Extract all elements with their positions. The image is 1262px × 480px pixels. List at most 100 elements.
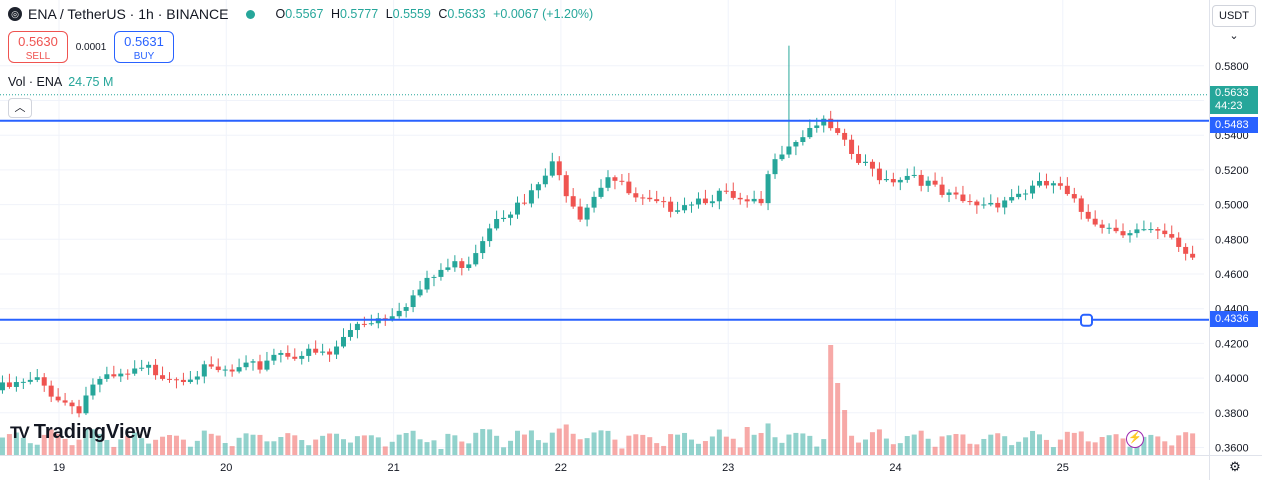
volume-bar (925, 438, 931, 455)
volume-bar (487, 429, 493, 455)
price-tick-label: 0.3800 (1215, 408, 1249, 420)
flash-icon[interactable]: ⚡ (1126, 430, 1144, 448)
volume-bar (508, 440, 514, 455)
candle-body (814, 125, 820, 128)
candle-body (702, 198, 708, 204)
settings-icon[interactable]: ⚙ (1229, 459, 1241, 474)
volume-bar (786, 434, 792, 455)
volume-bar (1043, 439, 1049, 455)
candle-body (347, 330, 353, 337)
candle-body (744, 199, 750, 202)
volume-label: Vol · ENA (8, 75, 63, 89)
horizontal-lines (0, 94, 1210, 327)
volume-bar (347, 442, 353, 455)
collapse-indicators-button[interactable]: ︿ (8, 98, 32, 118)
volume-bar (835, 383, 841, 455)
volume-bar (591, 432, 597, 455)
candle-body (1113, 227, 1119, 232)
candle-body (459, 261, 465, 268)
volume-bar (828, 345, 834, 455)
candle-body (1106, 227, 1112, 229)
volume-bar (856, 442, 862, 455)
volume-bar (438, 449, 444, 455)
volume-bar (410, 430, 416, 455)
candle-body (786, 146, 792, 155)
candle-body (90, 384, 96, 396)
candle-body (473, 253, 479, 265)
buy-button[interactable]: 0.5631 BUY (114, 31, 174, 63)
candle-body (647, 197, 653, 200)
candle-body (633, 193, 639, 198)
volume-bar (577, 439, 583, 455)
candle-body (48, 385, 54, 397)
volume-bar (849, 435, 855, 455)
volume-bar (97, 433, 103, 455)
volume-bar (800, 433, 806, 455)
volume-bar (83, 428, 89, 455)
volume-bar (125, 435, 131, 455)
candle-body (320, 351, 326, 353)
candle-body (675, 210, 681, 212)
candle-body (201, 364, 207, 377)
candle-body (1127, 233, 1133, 236)
volume-bar (904, 436, 910, 455)
volume-bar (1064, 431, 1070, 455)
candle-body (480, 241, 486, 254)
volume-bar (1120, 438, 1126, 455)
volume-bar (995, 433, 1001, 455)
candle-body (709, 201, 715, 204)
volume-bar (201, 430, 207, 455)
price-tick-label: 0.5800 (1215, 61, 1249, 73)
volume-bar (1037, 434, 1042, 455)
volume-bar (1057, 439, 1063, 455)
volume-legend[interactable]: Vol · ENA 24.75 M (8, 75, 113, 89)
symbol-legend[interactable]: ◎ ENA / TetherUS · 1h · BINANCE O0.5567 … (8, 6, 597, 22)
volume-bar (90, 429, 96, 455)
candle-body (842, 132, 848, 140)
chart-grid (0, 0, 1204, 455)
currency-select[interactable]: USDT ⌄ (1212, 5, 1256, 42)
candle-body (104, 374, 110, 379)
volume-bar (723, 436, 729, 455)
volume-bar (974, 444, 980, 455)
volume-bar (62, 438, 68, 455)
candle-body (1176, 237, 1182, 247)
candle-body (69, 402, 75, 407)
volume-bar (250, 434, 256, 455)
volume-bar (1016, 441, 1022, 455)
candle-body (849, 139, 855, 154)
volume-bar (1169, 445, 1175, 455)
volume-bar (702, 441, 708, 455)
volume-bar (918, 430, 924, 455)
volume-bar (292, 435, 298, 455)
candle-body (27, 379, 33, 382)
volume-bar (48, 429, 54, 455)
volume-bar (187, 446, 193, 455)
candle-body (501, 217, 507, 220)
candle-body (417, 289, 423, 296)
candle-body (869, 161, 875, 169)
candle-body (661, 201, 667, 203)
volume-bar (361, 435, 367, 455)
tradingview-logo[interactable]: TV TradingView (10, 421, 151, 444)
volume-bar (751, 434, 757, 455)
price-tick-label: 0.3600 (1215, 443, 1249, 455)
volume-bar (354, 436, 360, 455)
candle-body (271, 354, 277, 361)
volume-bar (876, 429, 882, 455)
candle-body (1155, 229, 1161, 231)
volume-bar (194, 440, 200, 455)
candle-body (1078, 198, 1084, 212)
volume-bar (20, 437, 26, 455)
candle-body (0, 382, 5, 391)
candle-body (1057, 183, 1063, 186)
volume-bar (236, 437, 242, 455)
volume-bar (111, 446, 117, 455)
candle-body (257, 361, 263, 370)
candle-body (626, 181, 632, 194)
volume-bar (69, 445, 75, 455)
volume-bar (320, 435, 326, 455)
sell-button[interactable]: 0.5630 SELL (8, 31, 68, 63)
volume-bar (598, 430, 604, 455)
